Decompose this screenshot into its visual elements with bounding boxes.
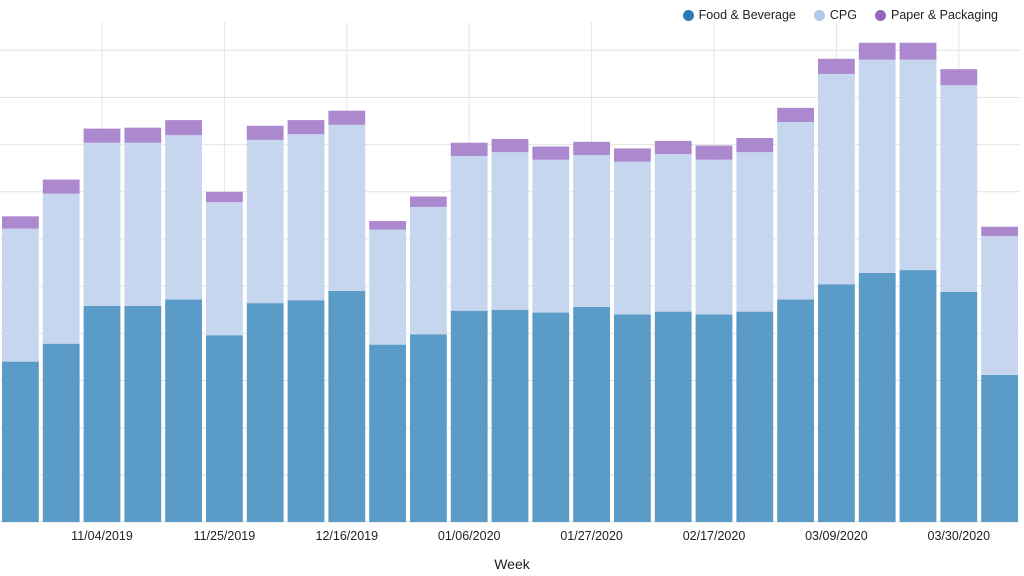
bar-segment-food-beverage-4[interactable] — [165, 299, 202, 522]
legend-entry-cpg[interactable]: CPG — [813, 8, 857, 22]
bar-segment-paper-packaging-0[interactable] — [2, 216, 39, 229]
bar-segment-cpg-22[interactable] — [899, 59, 937, 271]
bar-segment-food-beverage-7[interactable] — [287, 300, 325, 522]
bar-segment-cpg-3[interactable] — [124, 142, 162, 306]
bar-segment-cpg-19[interactable] — [777, 122, 814, 300]
legend-label-cpg: CPG — [829, 8, 857, 22]
bar-segment-paper-packaging-7[interactable] — [287, 120, 325, 135]
bar-segment-paper-packaging-8[interactable] — [328, 110, 366, 125]
legend-swatch-cpg — [813, 9, 825, 21]
bar-segment-cpg-23[interactable] — [940, 85, 978, 292]
bar-segment-paper-packaging-5[interactable] — [206, 191, 243, 203]
x-tick-label: 03/30/2020 — [928, 529, 991, 543]
bar-segment-food-beverage-14[interactable] — [573, 306, 610, 522]
bar-segment-food-beverage-23[interactable] — [940, 291, 978, 522]
x-tick-label: 11/25/2019 — [194, 529, 256, 543]
x-tick-label: 01/06/2020 — [438, 529, 501, 543]
legend-swatch-food-beverage — [682, 9, 694, 21]
bar-segment-paper-packaging-24[interactable] — [981, 226, 1018, 237]
bar-segment-cpg-2[interactable] — [83, 142, 121, 306]
bar-segment-paper-packaging-18[interactable] — [736, 138, 774, 153]
bar-segment-paper-packaging-23[interactable] — [940, 69, 978, 86]
bar-segment-paper-packaging-3[interactable] — [124, 127, 162, 143]
bar-segment-paper-packaging-17[interactable] — [695, 145, 733, 160]
bar-segment-food-beverage-11[interactable] — [450, 310, 488, 522]
bar-segment-paper-packaging-12[interactable] — [491, 138, 529, 153]
legend-label-food-beverage: Food & Beverage — [698, 8, 796, 22]
bar-segment-paper-packaging-1[interactable] — [42, 179, 80, 194]
bar-segment-food-beverage-5[interactable] — [206, 335, 243, 522]
bar-segment-food-beverage-22[interactable] — [899, 270, 937, 522]
bar-segment-cpg-8[interactable] — [328, 124, 366, 291]
legend-entry-paper-packaging[interactable]: Paper & Packaging — [874, 8, 998, 22]
x-tick-label: 02/17/2020 — [683, 529, 746, 543]
bar-segment-cpg-20[interactable] — [818, 73, 855, 285]
bar-segment-cpg-4[interactable] — [165, 135, 202, 300]
bar-segment-cpg-24[interactable] — [981, 236, 1018, 375]
bar-segment-paper-packaging-9[interactable] — [369, 221, 406, 230]
x-tick-label: 03/09/2020 — [805, 529, 868, 543]
bar-segment-food-beverage-17[interactable] — [695, 314, 733, 522]
bar-segment-cpg-1[interactable] — [42, 193, 80, 344]
bar-segment-cpg-13[interactable] — [532, 159, 570, 313]
bar-segment-food-beverage-10[interactable] — [410, 334, 447, 522]
x-axis-title: Week — [494, 556, 530, 572]
bar-segment-food-beverage-21[interactable] — [858, 272, 896, 522]
bar-segment-cpg-5[interactable] — [206, 202, 243, 336]
x-tick-label: 01/27/2020 — [560, 529, 623, 543]
legend-swatch-paper-packaging — [874, 9, 886, 21]
bar-segment-cpg-6[interactable] — [246, 139, 284, 304]
bar-segment-food-beverage-13[interactable] — [532, 312, 570, 522]
bar-segment-paper-packaging-11[interactable] — [450, 142, 488, 156]
bar-segment-cpg-12[interactable] — [491, 152, 529, 310]
bar-segment-food-beverage-0[interactable] — [2, 361, 39, 522]
bar-segment-paper-packaging-22[interactable] — [899, 42, 937, 60]
bar-segment-food-beverage-16[interactable] — [654, 311, 692, 522]
bar-segment-paper-packaging-21[interactable] — [858, 42, 896, 60]
bars — [2, 42, 1018, 522]
bar-segment-food-beverage-2[interactable] — [83, 305, 121, 522]
bar-segment-cpg-10[interactable] — [410, 206, 447, 335]
bar-segment-cpg-16[interactable] — [654, 154, 692, 312]
bar-segment-food-beverage-18[interactable] — [736, 311, 774, 522]
bar-segment-food-beverage-3[interactable] — [124, 305, 162, 522]
bar-segment-food-beverage-6[interactable] — [246, 303, 284, 522]
bar-segment-cpg-21[interactable] — [858, 59, 896, 273]
bar-segment-paper-packaging-14[interactable] — [573, 141, 610, 156]
x-tick-label: 11/04/2019 — [71, 529, 133, 543]
legend-label-paper-packaging: Paper & Packaging — [890, 8, 998, 22]
bar-segment-food-beverage-15[interactable] — [614, 314, 651, 522]
bar-segment-cpg-7[interactable] — [287, 134, 325, 301]
bar-segment-cpg-9[interactable] — [369, 229, 406, 345]
x-tick-label: 12/16/2019 — [316, 529, 379, 543]
bar-segment-paper-packaging-6[interactable] — [246, 125, 284, 140]
bar-segment-cpg-0[interactable] — [2, 228, 39, 362]
x-tick-labels: 11/04/2019 11/25/2019 12/16/2019 01/06/2020… — [71, 529, 990, 543]
bar-segment-paper-packaging-13[interactable] — [532, 146, 570, 160]
bar-segment-food-beverage-9[interactable] — [369, 344, 406, 522]
bar-segment-paper-packaging-19[interactable] — [777, 107, 814, 122]
legend: Food & Beverage CPG Paper & Packaging — [682, 8, 998, 22]
bar-segment-cpg-14[interactable] — [573, 155, 610, 307]
legend-entry-food-beverage[interactable]: Food & Beverage — [682, 8, 796, 22]
bar-segment-cpg-18[interactable] — [736, 152, 774, 312]
bar-segment-cpg-17[interactable] — [695, 159, 733, 315]
bar-segment-food-beverage-1[interactable] — [42, 343, 80, 522]
bar-segment-cpg-11[interactable] — [450, 155, 488, 311]
bar-segment-paper-packaging-16[interactable] — [654, 140, 692, 155]
bar-segment-cpg-15[interactable] — [614, 161, 651, 315]
bar-segment-paper-packaging-20[interactable] — [818, 58, 855, 74]
bar-segment-food-beverage-8[interactable] — [328, 290, 366, 522]
bar-segment-food-beverage-24[interactable] — [981, 374, 1018, 522]
bar-segment-paper-packaging-10[interactable] — [410, 196, 447, 207]
bar-segment-paper-packaging-2[interactable] — [83, 128, 121, 143]
bar-segment-food-beverage-12[interactable] — [491, 309, 529, 522]
bar-segment-paper-packaging-15[interactable] — [614, 148, 651, 162]
bar-segment-paper-packaging-4[interactable] — [165, 120, 202, 136]
bar-segment-food-beverage-20[interactable] — [818, 284, 855, 522]
bar-segment-food-beverage-19[interactable] — [777, 299, 814, 522]
